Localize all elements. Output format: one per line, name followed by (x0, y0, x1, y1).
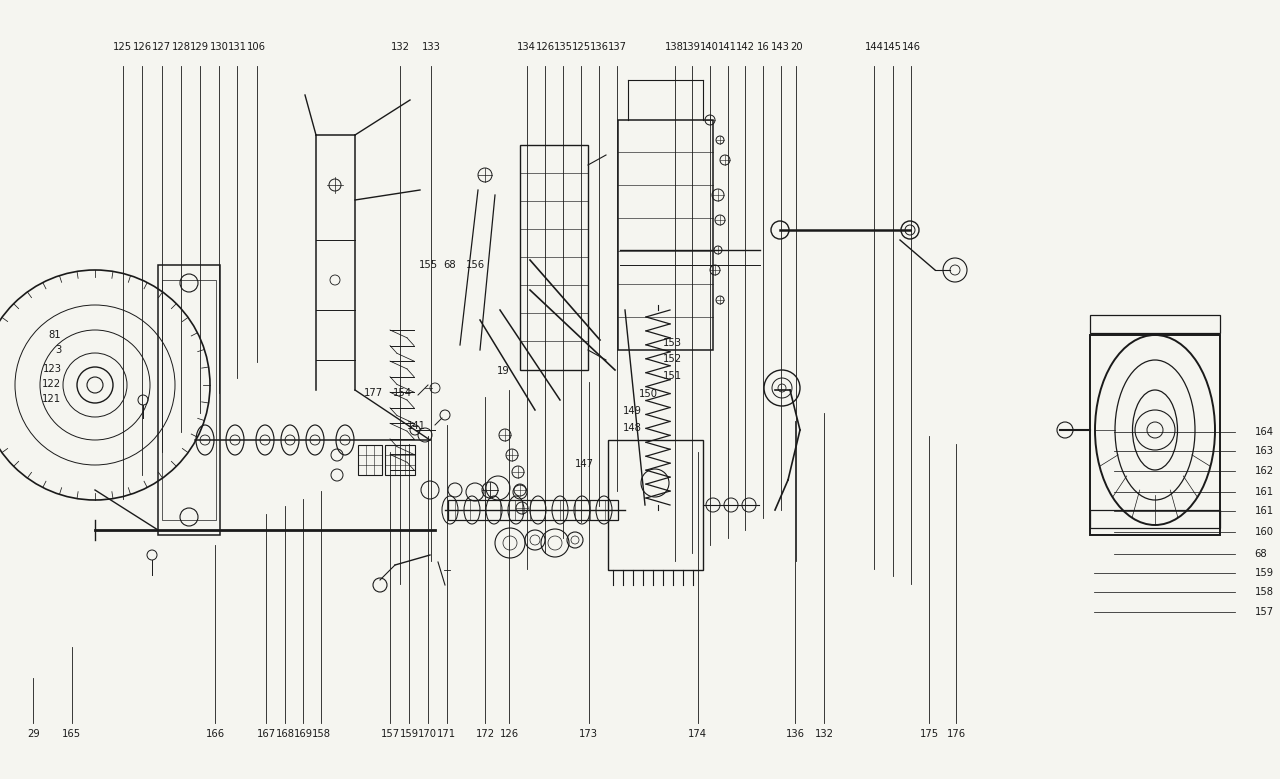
Text: 132: 132 (390, 42, 410, 51)
Text: 139: 139 (682, 42, 701, 51)
Text: 135: 135 (554, 42, 572, 51)
Text: 3: 3 (55, 345, 61, 354)
Text: 142: 142 (736, 42, 754, 51)
Text: 125: 125 (572, 42, 590, 51)
Text: 81: 81 (49, 330, 61, 340)
Text: 126: 126 (133, 42, 151, 51)
Text: 122: 122 (42, 379, 61, 389)
Text: 137: 137 (608, 42, 626, 51)
Text: 148: 148 (623, 424, 643, 433)
Text: 129: 129 (191, 42, 209, 51)
Bar (618, 120, 713, 350)
Text: 175: 175 (920, 729, 938, 738)
Text: 133: 133 (422, 42, 440, 51)
Text: 177: 177 (364, 389, 383, 398)
Text: 132: 132 (815, 729, 833, 738)
Text: 169: 169 (294, 729, 312, 738)
Text: 127: 127 (152, 42, 172, 51)
Text: 176: 176 (947, 729, 965, 738)
Text: 166: 166 (206, 729, 224, 738)
Text: 126: 126 (500, 729, 518, 738)
Text: 126: 126 (536, 42, 554, 51)
Text: 149: 149 (623, 406, 643, 415)
Text: 164: 164 (1254, 427, 1274, 436)
Text: 140: 140 (700, 42, 719, 51)
Text: 155: 155 (419, 260, 438, 270)
Text: 165: 165 (63, 729, 81, 738)
Text: 168: 168 (276, 729, 294, 738)
Text: 147: 147 (575, 459, 594, 468)
Text: 19: 19 (497, 366, 509, 375)
Text: 150: 150 (639, 390, 658, 399)
Text: 158: 158 (312, 729, 330, 738)
Text: 157: 157 (1254, 607, 1274, 616)
Text: 20: 20 (790, 42, 803, 51)
Text: 157: 157 (381, 729, 399, 738)
Text: 163: 163 (1254, 446, 1274, 456)
Text: 156: 156 (466, 260, 485, 270)
Text: 123: 123 (42, 365, 61, 374)
Text: 151: 151 (663, 372, 682, 381)
Text: 131: 131 (228, 42, 247, 51)
Text: 160: 160 (1254, 527, 1274, 537)
Bar (385, 445, 415, 475)
Bar (358, 445, 381, 475)
Text: 134: 134 (517, 42, 536, 51)
Text: 138: 138 (666, 42, 684, 51)
Text: 158: 158 (1254, 587, 1274, 597)
Text: 16: 16 (756, 42, 769, 51)
Bar (163, 280, 216, 520)
Bar (1091, 510, 1220, 528)
Text: 152: 152 (663, 354, 682, 364)
Text: 161: 161 (1254, 487, 1274, 496)
Text: 145: 145 (883, 42, 902, 51)
Text: 171: 171 (438, 729, 456, 738)
Bar (448, 500, 618, 520)
Bar (1091, 335, 1220, 535)
Text: 146: 146 (902, 42, 920, 51)
Text: 125: 125 (114, 42, 132, 51)
Text: 159: 159 (1254, 569, 1274, 578)
Text: 162: 162 (1254, 467, 1274, 476)
Text: 144: 144 (865, 42, 883, 51)
Text: 29: 29 (27, 729, 40, 738)
Text: 167: 167 (257, 729, 275, 738)
Text: 141: 141 (407, 421, 426, 431)
Text: 128: 128 (172, 42, 191, 51)
Bar (520, 145, 588, 370)
Text: 173: 173 (580, 729, 598, 738)
Text: 154: 154 (393, 389, 412, 398)
Text: 141: 141 (718, 42, 737, 51)
Text: 68: 68 (443, 260, 456, 270)
Text: 143: 143 (772, 42, 790, 51)
Text: 161: 161 (1254, 506, 1274, 516)
Text: 106: 106 (247, 42, 266, 51)
Text: 136: 136 (786, 729, 804, 738)
Bar (157, 265, 220, 535)
Text: 153: 153 (663, 338, 682, 347)
Text: 172: 172 (476, 729, 494, 738)
Text: 170: 170 (419, 729, 436, 738)
Text: 174: 174 (689, 729, 707, 738)
Text: 130: 130 (210, 42, 228, 51)
Text: 68: 68 (1254, 549, 1267, 559)
Text: 159: 159 (399, 729, 419, 738)
Text: 121: 121 (42, 394, 61, 404)
Bar (608, 440, 703, 570)
Bar (1091, 315, 1220, 333)
Text: 136: 136 (590, 42, 608, 51)
